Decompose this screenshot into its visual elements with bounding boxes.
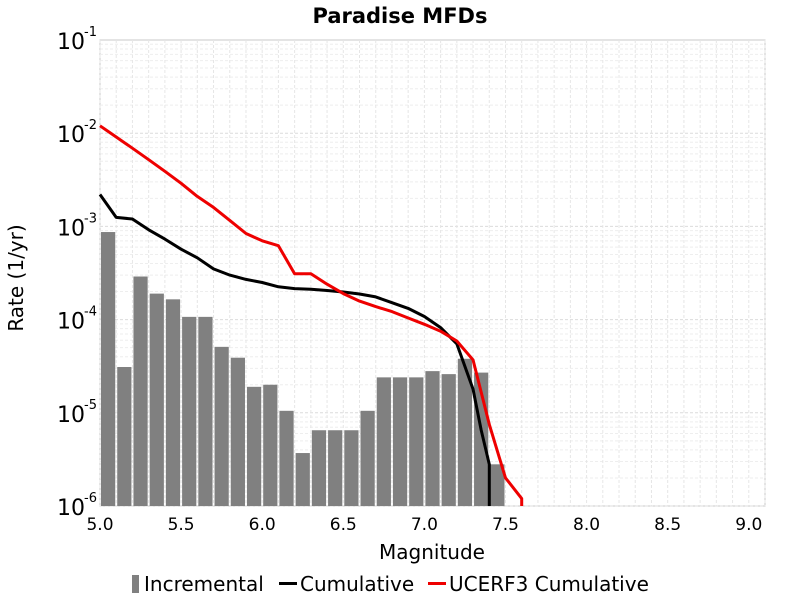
x-tick-label: 9.0 — [735, 515, 762, 535]
incremental-bar — [295, 453, 310, 506]
legend: Incremental Cumulative UCERF3 Cumulative — [132, 572, 649, 596]
incremental-bar — [392, 377, 408, 506]
y-tick-exponent: -1 — [84, 25, 97, 40]
y-tick-label: 10 — [57, 216, 85, 241]
legend-swatch-cumulative — [279, 582, 297, 585]
x-tick-label: 6.0 — [249, 515, 276, 535]
y-tick-exponent: -6 — [84, 491, 97, 506]
y-tick-label: 10 — [57, 496, 85, 521]
incremental-bar — [101, 232, 116, 506]
incremental-bar — [311, 430, 327, 506]
incremental-bar — [328, 430, 343, 506]
legend-label-cumulative: Cumulative — [300, 572, 414, 596]
y-tick-label: 10 — [57, 30, 85, 55]
y-tick-labels: 10-610-510-410-310-210-1 — [57, 25, 97, 521]
ucerf3-cumulative-line — [99, 124, 524, 506]
incremental-bar — [230, 357, 245, 506]
x-tick-label: 8.5 — [654, 515, 681, 535]
incremental-bars — [101, 232, 505, 506]
y-tick-exponent: -5 — [84, 398, 97, 413]
chart-title: Paradise MFDs — [313, 4, 488, 28]
y-tick-label: 10 — [57, 310, 85, 335]
x-tick-label: 5.0 — [86, 515, 113, 535]
incremental-bar — [457, 358, 473, 506]
y-axis-label: Rate (1/yr) — [4, 224, 28, 331]
incremental-bar — [376, 377, 391, 506]
incremental-bar — [441, 374, 456, 506]
x-tick-label: 7.5 — [492, 515, 519, 535]
x-tick-label: 7.0 — [411, 515, 438, 535]
incremental-bar — [117, 367, 132, 506]
legend-swatch-ucerf3-cumulative — [428, 582, 446, 585]
incremental-bar — [360, 410, 375, 506]
incremental-bar — [409, 377, 424, 506]
legend-label-ucerf3-cumulative: UCERF3 Cumulative — [449, 572, 649, 596]
incremental-bar — [279, 410, 294, 506]
x-tick-label: 5.5 — [168, 515, 195, 535]
incremental-bar — [165, 299, 181, 506]
incremental-bar — [263, 384, 278, 506]
incremental-bar — [246, 386, 262, 506]
x-tick-label: 8.0 — [573, 515, 600, 535]
x-tick-labels: 5.0 5.5 6.0 6.5 7.0 7.5 8.0 8.5 9.0 — [86, 515, 762, 535]
legend-swatch-incremental — [132, 575, 139, 593]
incremental-bar — [149, 293, 164, 506]
incremental-bar — [182, 316, 197, 506]
legend-label-incremental: Incremental — [144, 572, 264, 596]
y-tick-label: 10 — [57, 403, 85, 428]
incremental-bar — [198, 316, 213, 506]
incremental-bar — [490, 464, 505, 506]
y-tick-label: 10 — [57, 123, 85, 148]
incremental-bar — [425, 371, 440, 506]
x-axis-label: Magnitude — [379, 540, 485, 564]
incremental-bar — [214, 346, 229, 506]
incremental-bar — [133, 276, 148, 506]
y-tick-exponent: -2 — [84, 118, 97, 133]
y-tick-exponent: -4 — [84, 305, 97, 320]
x-tick-label: 6.5 — [330, 515, 357, 535]
y-tick-exponent: -3 — [84, 211, 97, 226]
incremental-bar — [344, 430, 359, 506]
cumulative-lines — [98, 124, 524, 506]
